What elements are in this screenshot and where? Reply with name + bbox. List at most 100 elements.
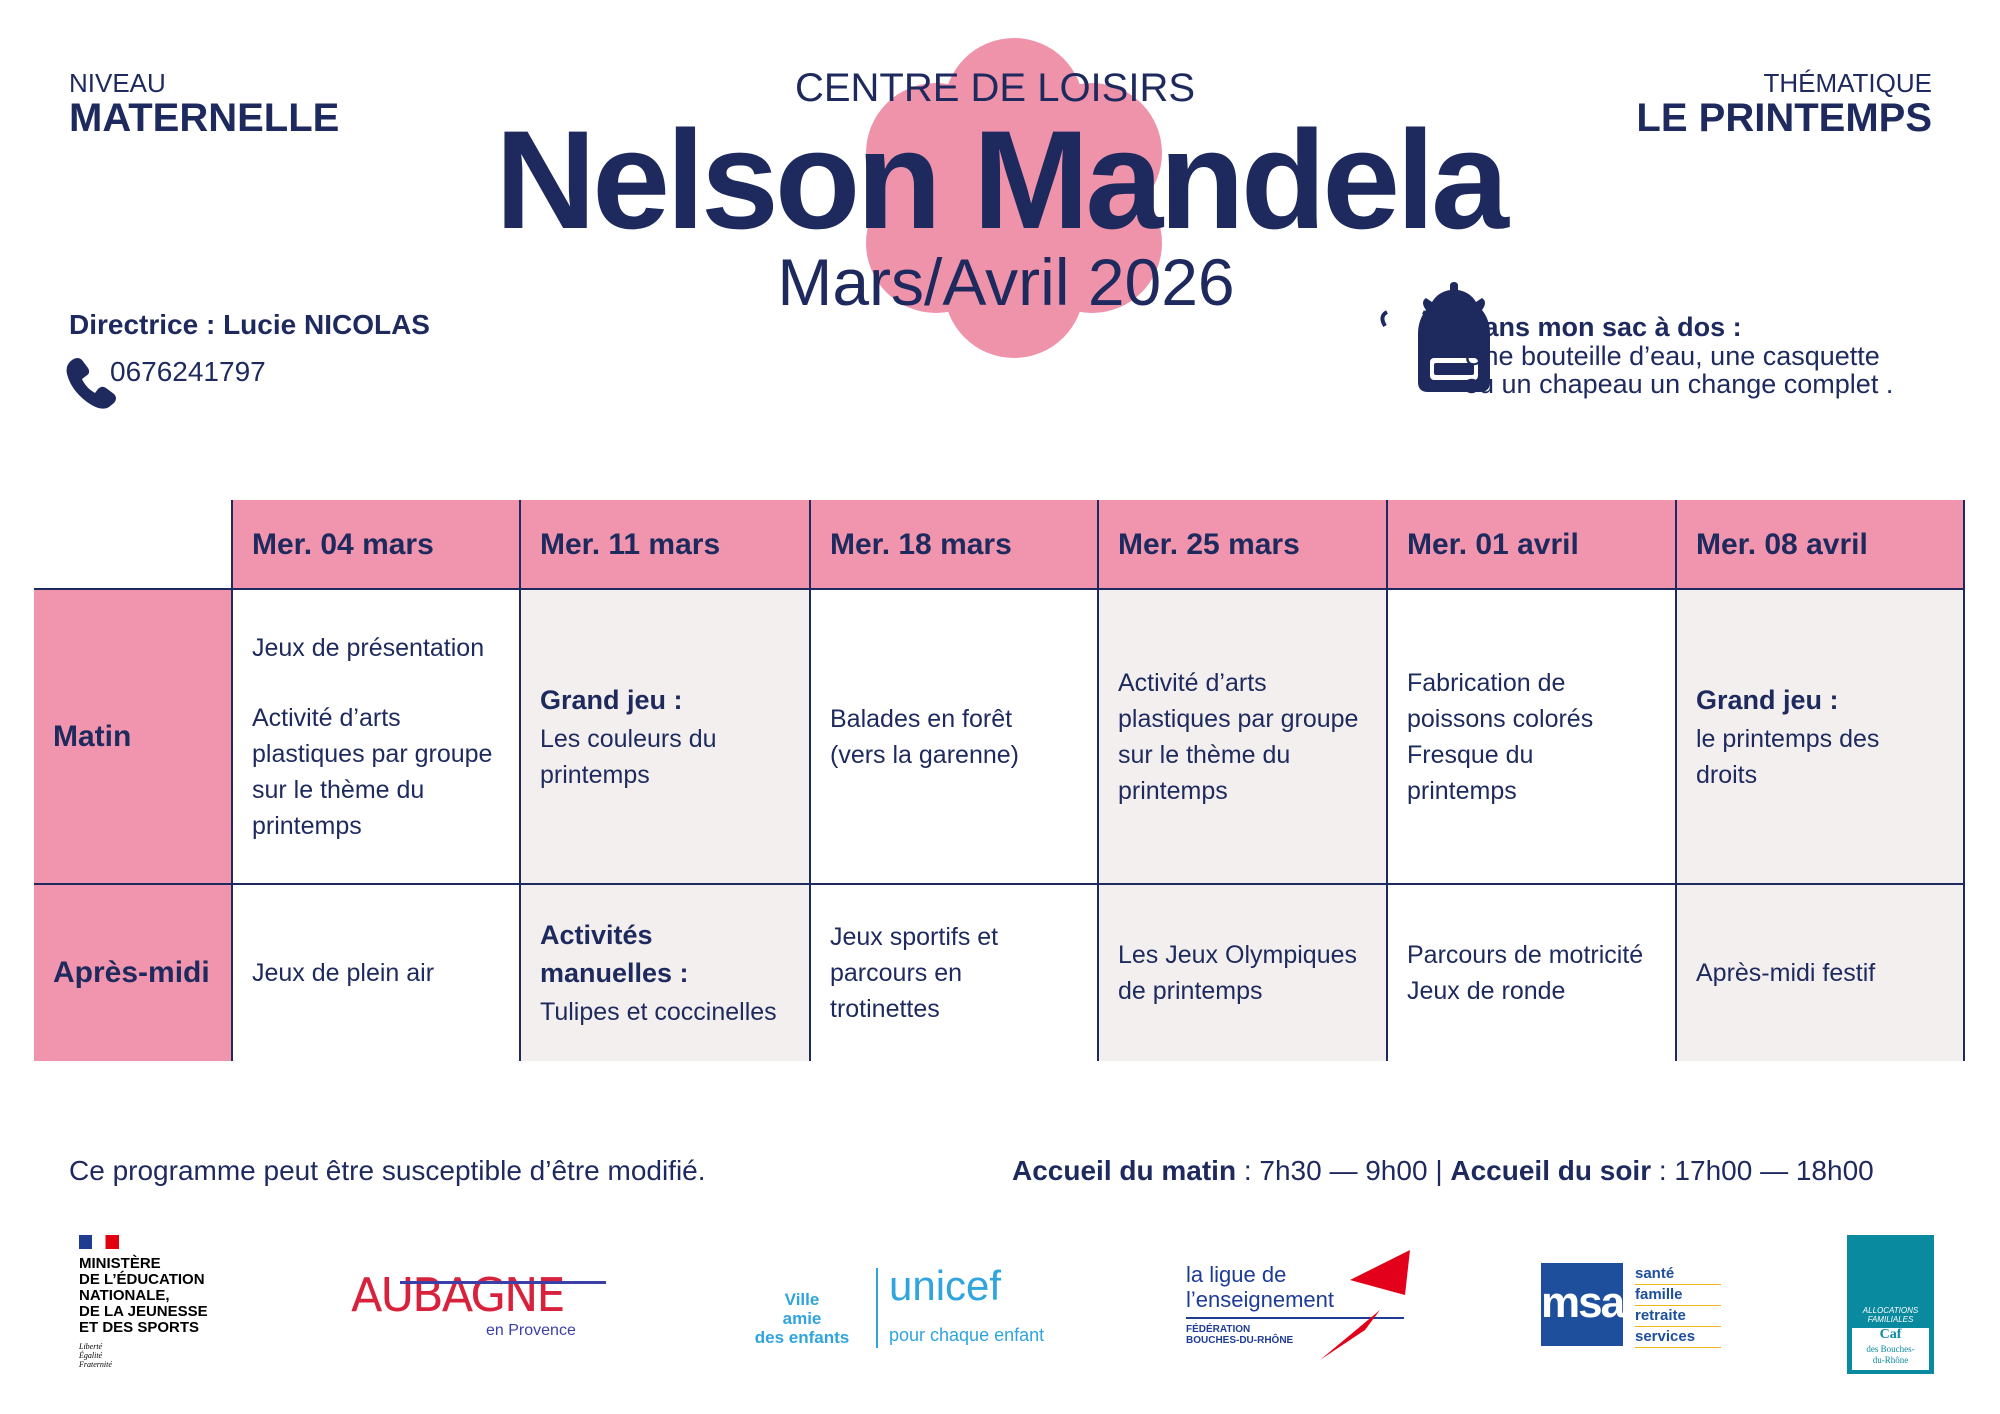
cell-title-line: Grand jeu : (1696, 684, 1839, 715)
column-header: Mer. 04 mars (252, 528, 434, 561)
cell-line: Jeux de ronde (1407, 976, 1566, 1005)
unicef-city: Ville amie des enfants (737, 1290, 867, 1347)
cell-line: droits (1696, 760, 1758, 789)
cell-line: parcours en (830, 958, 963, 987)
paragraph: Jeux sportifs et parcours en trotinettes (830, 919, 1098, 1027)
cell-line: le printemps des (1696, 724, 1880, 753)
phone-icon (66, 358, 116, 409)
cell-line: de printemps (1118, 976, 1263, 1005)
row-label: Après-midi (53, 956, 210, 989)
msa-line: famille (1635, 1285, 1721, 1306)
title: Nelson Mandela (495, 101, 1509, 258)
cell-line: Fabrication de (1407, 668, 1566, 697)
cell-title-line: manuelles : (540, 957, 689, 988)
paragraph: Tulipes et coccinelles (540, 994, 810, 1030)
cell: Activités manuelles : Tulipes et coccinell… (520, 884, 810, 1061)
cell: Les Jeux Olympiques de printemps (1098, 884, 1387, 1061)
hours-label: Accueil du matin (1012, 1155, 1237, 1186)
cell-line: trotinettes (830, 994, 940, 1023)
motto-line: Fraternité (79, 1360, 112, 1369)
backpack-title: Dans mon sac à dos : (1464, 312, 1742, 342)
table-rule (34, 588, 1964, 590)
aubagne-sub: en Provence (486, 1322, 576, 1339)
cell-title: Grand jeu : (540, 681, 810, 719)
cell-line: plastiques par groupe (1118, 704, 1359, 733)
separator: | (1435, 1155, 1443, 1186)
table-rule (1097, 500, 1099, 1061)
msa-logo: msa (1541, 1263, 1625, 1346)
cell: Balades en forêt (vers la garenne) (810, 589, 1098, 884)
flower (866, 38, 1162, 358)
caf-sub: des Bouches-du-Rhône (1852, 1344, 1929, 1366)
paragraph: Les Jeux Olympiques de printemps (1118, 937, 1387, 1009)
msa-list: santé famille retraite services (1635, 1264, 1721, 1348)
paragraph: Jeux de présentation (252, 630, 520, 666)
backpack-item: ou un chapeau un change complet . (1464, 369, 1894, 399)
caf-sub-line: des Bouches- (1866, 1344, 1915, 1354)
hours-label: Accueil du soir (1450, 1155, 1652, 1186)
cell-line: Tulipes et coccinelles (540, 997, 777, 1026)
cell-line: Jeux sportifs et (830, 922, 999, 951)
cell-line: printemps (252, 811, 362, 840)
theme: LE PRINTEMPS (1636, 96, 1932, 140)
director: Directrice : Lucie NICOLAS (69, 309, 430, 340)
period: Mars/Avril 2026 (777, 245, 1235, 319)
table-rule (1675, 500, 1677, 1061)
backpack-item: Une bouteille d’eau, une casquette (1464, 341, 1880, 371)
cell-line: (vers la garenne) (830, 740, 1019, 769)
column-header: Mer. 01 avril (1407, 528, 1579, 561)
paragraph: Les couleurs du printemps (540, 721, 810, 793)
cell-line: Activité d’arts (252, 703, 401, 732)
cell-line: printemps (540, 760, 650, 789)
msa-line: services (1635, 1327, 1721, 1348)
table-rule (1386, 500, 1388, 1061)
ministry-motto: Liberté Égalité Fraternité (79, 1342, 112, 1369)
caf-sub-line: du-Rhône (1872, 1355, 1909, 1365)
column-header: Mer. 25 mars (1118, 528, 1300, 561)
cell: Fabrication de poissons colorés Fresque du… (1387, 589, 1676, 884)
motto-line: Égalité (79, 1351, 103, 1360)
kicker: CENTRE DE LOISIRS (794, 66, 1196, 110)
backpack-icon (1380, 282, 1490, 392)
cell-title-line: Grand jeu : (540, 684, 683, 715)
motto-line: Liberté (79, 1342, 103, 1351)
msa-line: retraite (1635, 1306, 1721, 1327)
city-line: Ville (784, 1290, 820, 1309)
cell-title: Grand jeu : (1696, 681, 1964, 719)
caf-name: Caf (1879, 1327, 1902, 1342)
table-rule (519, 500, 521, 1061)
cell-line: printemps (1407, 776, 1517, 805)
caf-top: ALLOCATIONS FAMILIALES (1862, 1306, 1919, 1324)
row-label-cell (34, 589, 232, 884)
ministry-line: DE LA JEUNESSE (79, 1303, 208, 1320)
ligue-sub-line: FÉDÉRATION (1186, 1324, 1251, 1335)
cell-line: Jeux de plein air (252, 958, 435, 987)
cell-line: Les couleurs du (540, 724, 717, 753)
row-label: Matin (53, 720, 132, 753)
level: MATERNELLE (69, 96, 340, 140)
paragraph: Activité d’arts plastiques par groupe sur … (1118, 665, 1387, 809)
phone: 0676241797 (110, 356, 266, 387)
ministry-line: DE L’ÉDUCATION (79, 1271, 205, 1288)
cell-line: poissons colorés (1407, 704, 1594, 733)
footer-note: Ce programme peut être susceptible d’êtr… (69, 1155, 706, 1186)
ministry-logo: MINISTÈRE DE L’ÉDUCATION NATIONALE, DE LA J… (79, 1256, 208, 1336)
cell-line: Activité d’arts (1118, 668, 1267, 697)
paragraph: Balades en forêt (vers la garenne) (830, 701, 1098, 773)
ligue-sub: FÉDÉRATION BOUCHES-DU-RHÔNE (1186, 1324, 1293, 1346)
paragraph: le printemps des droits (1696, 721, 1964, 793)
paragraph: Jeux de plein air (252, 955, 520, 991)
rule (400, 1281, 606, 1284)
cell-line: sur le thème du (1118, 740, 1291, 769)
rule (876, 1268, 878, 1348)
paragraph: Activité d’arts plastiques par groupe sur … (252, 700, 520, 844)
cell: Grand jeu : le printemps des droits (1676, 589, 1964, 884)
cell: Activité d’arts plastiques par groupe sur … (1098, 589, 1387, 884)
ministry-line: ET DES SPORTS (79, 1319, 200, 1336)
paragraph: Fabrication de poissons colorés Fresque du… (1407, 665, 1676, 809)
column-header: Mer. 08 avril (1696, 528, 1868, 561)
hours-time: : 17h00 — 18h00 (1658, 1155, 1874, 1186)
cell: Après-midi festif (1676, 884, 1964, 1061)
